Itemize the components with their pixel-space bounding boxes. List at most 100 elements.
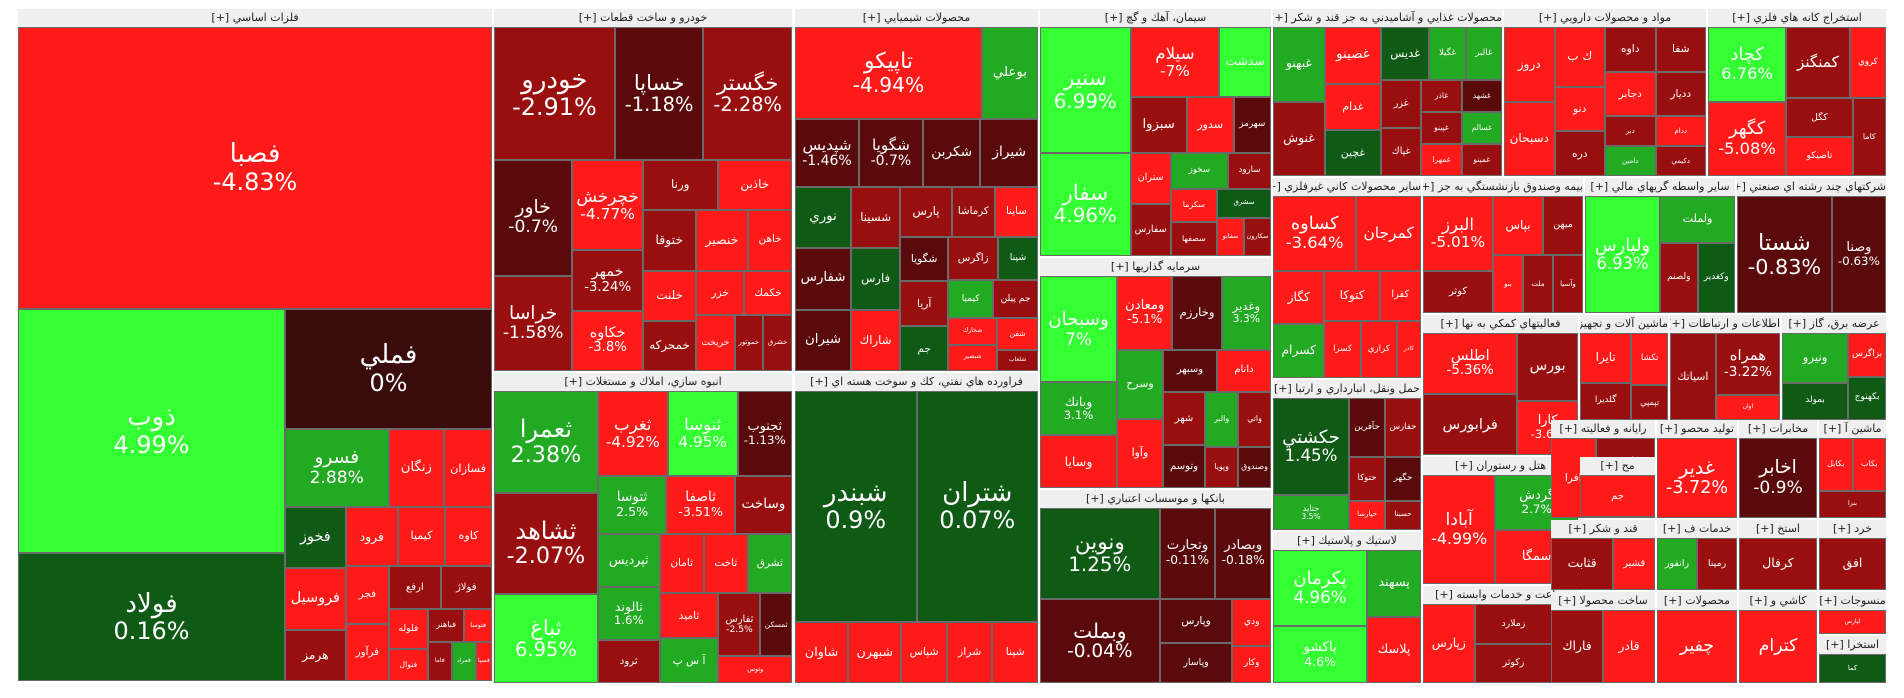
stock-tile[interactable]: رانفور xyxy=(1657,538,1697,590)
stock-tile[interactable]: سدور xyxy=(1186,97,1234,153)
stock-tile[interactable]: شسينا xyxy=(851,186,901,249)
stock-tile[interactable]: دره xyxy=(1554,131,1605,176)
stock-tile[interactable]: ملت xyxy=(1523,254,1553,313)
stock-tile[interactable]: شهر xyxy=(1162,391,1206,446)
stock-tile[interactable]: حگهر xyxy=(1385,456,1421,501)
sector-title[interactable]: توليد محصو [+] xyxy=(1657,420,1737,439)
stock-tile[interactable]: ددام xyxy=(1655,116,1706,147)
stock-tile[interactable]: حآفرين xyxy=(1349,398,1385,457)
stock-tile[interactable]: ساينا xyxy=(994,186,1038,237)
stock-tile[interactable]: فملي 0% xyxy=(285,308,492,429)
stock-tile[interactable]: ثامید xyxy=(659,593,719,639)
stock-tile[interactable]: شگويا xyxy=(900,236,949,282)
sector-title[interactable]: كاشي و [+] xyxy=(1739,592,1817,611)
stock-tile[interactable]: ونوين 1.25% xyxy=(1040,508,1160,599)
stock-tile[interactable]: غدیس xyxy=(1381,27,1430,81)
sector-title[interactable]: بانكها و موسسات اعتباري [+] xyxy=(1040,490,1271,509)
stock-tile[interactable]: بكاب xyxy=(1852,438,1886,492)
stock-tile[interactable]: كمنگنز xyxy=(1786,27,1850,99)
stock-tile[interactable]: ونيرو xyxy=(1782,333,1849,383)
stock-tile[interactable]: فاراك xyxy=(1551,610,1603,683)
stock-tile[interactable]: افق xyxy=(1819,538,1886,590)
stock-tile[interactable]: وصندوق xyxy=(1238,446,1271,488)
stock-tile[interactable]: دسبحان xyxy=(1504,101,1555,176)
stock-tile[interactable]: حفارس xyxy=(1385,398,1421,457)
stock-tile[interactable]: فخوز xyxy=(285,506,346,569)
stock-tile[interactable]: كسرام xyxy=(1273,324,1325,378)
stock-tile[interactable]: حپارسا xyxy=(1349,500,1385,530)
stock-tile[interactable]: ثامان xyxy=(659,533,704,594)
stock-tile[interactable]: ثفارس -2.5% xyxy=(718,593,761,657)
stock-tile[interactable]: كگاز xyxy=(1273,270,1325,325)
stock-tile[interactable]: كاوه xyxy=(444,506,492,567)
stock-tile[interactable]: غنوش xyxy=(1273,101,1325,176)
stock-tile[interactable]: بنرا xyxy=(1819,491,1886,518)
stock-tile[interactable]: غمهرا xyxy=(1421,144,1462,176)
stock-tile[interactable]: ثشرق xyxy=(747,533,792,594)
stock-tile[interactable]: دجابر xyxy=(1605,71,1656,117)
stock-tile[interactable]: شخارك xyxy=(948,318,998,345)
stock-tile[interactable]: ولپارس 6.93% xyxy=(1585,196,1660,313)
stock-tile[interactable]: غمينو xyxy=(1461,144,1502,176)
stock-tile[interactable]: وپاسار xyxy=(1159,643,1233,683)
stock-tile[interactable]: ثتوسا 2.5% xyxy=(597,475,667,534)
stock-tile[interactable]: كگل xyxy=(1786,98,1853,138)
stock-tile[interactable]: كساوه -3.64% xyxy=(1273,196,1357,271)
stock-tile[interactable]: هرمز xyxy=(285,629,346,681)
stock-tile[interactable]: سيلام -7% xyxy=(1130,27,1220,98)
stock-tile[interactable]: ثاخت xyxy=(703,533,748,594)
stock-tile[interactable]: واتي xyxy=(1238,391,1271,447)
stock-tile[interactable]: فاما xyxy=(427,642,452,681)
stock-tile[interactable]: شستا -0.83% xyxy=(1737,196,1832,313)
sector-title[interactable]: فراورده هاي نفتي، كك و سوخت هسته اي [+] xyxy=(795,373,1038,392)
stock-tile[interactable]: سارود xyxy=(1228,152,1271,189)
stock-tile[interactable]: شپديس -1.46% xyxy=(795,119,859,187)
stock-tile[interactable]: خمحركه xyxy=(643,320,697,371)
stock-tile[interactable]: غشهد xyxy=(1461,80,1502,113)
stock-tile[interactable]: زنگان xyxy=(388,428,445,507)
stock-tile[interactable]: ختوقا xyxy=(643,209,696,271)
stock-tile[interactable]: خنصير xyxy=(695,209,749,271)
stock-tile[interactable]: ورنا xyxy=(643,159,718,210)
sector-title[interactable]: حمل ونقل، انبارداري و ارتبا [+] xyxy=(1273,380,1421,399)
stock-tile[interactable]: خزر xyxy=(696,270,745,316)
stock-tile[interactable]: تاپيكو -4.94% xyxy=(795,27,982,120)
stock-tile[interactable]: كوثر xyxy=(1423,271,1493,313)
stock-tile[interactable]: شلعاب xyxy=(997,349,1038,371)
stock-tile[interactable]: سفانو xyxy=(1216,217,1244,256)
stock-tile[interactable]: حتايد 3.5% xyxy=(1273,495,1349,530)
stock-tile[interactable]: شيران xyxy=(795,309,852,371)
stock-tile[interactable]: ودي xyxy=(1232,598,1271,646)
sector-title[interactable]: استخرا [+] xyxy=(1819,636,1886,655)
sector-title[interactable]: قند و شكر [+] xyxy=(1551,520,1655,539)
stock-tile[interactable]: اسياتك xyxy=(1670,333,1716,420)
stock-tile[interactable]: وبانك 3.1% xyxy=(1040,382,1117,435)
stock-tile[interactable]: والبر xyxy=(1205,391,1239,447)
stock-tile[interactable]: كيميا xyxy=(948,279,994,319)
stock-tile[interactable]: ولصنم xyxy=(1660,242,1698,313)
stock-tile[interactable]: خگستر -2.28% xyxy=(703,27,792,160)
stock-tile[interactable]: سخوز xyxy=(1170,152,1228,189)
stock-tile[interactable]: وآسيا xyxy=(1553,254,1583,313)
stock-tile[interactable]: حتوكا xyxy=(1349,456,1385,501)
stock-tile[interactable]: گلديرا xyxy=(1580,382,1632,420)
sector-title[interactable]: استخراج كانه هاي فلزي [+] xyxy=(1708,9,1886,28)
stock-tile[interactable]: حسينا xyxy=(1385,500,1421,530)
stock-tile[interactable]: آريا xyxy=(900,281,949,327)
stock-tile[interactable]: فروسيل xyxy=(285,568,346,630)
stock-tile[interactable]: دنو xyxy=(1554,86,1605,132)
stock-tile[interactable]: غبهنو xyxy=(1273,27,1325,102)
stock-tile[interactable]: فرود xyxy=(345,506,398,567)
stock-tile[interactable]: ثنوسا 4.95% xyxy=(667,391,738,476)
stock-tile[interactable]: وكار xyxy=(1232,645,1271,683)
stock-tile[interactable]: ثشاهد -2.07% xyxy=(494,492,598,595)
sector-title[interactable]: انبوه سازي، املاك و مستغلات [+] xyxy=(494,373,792,392)
stock-tile[interactable]: قثابت xyxy=(1551,538,1614,590)
stock-tile[interactable]: اطلس -5.36% xyxy=(1423,333,1518,394)
stock-tile[interactable]: خساپا -1.18% xyxy=(614,27,704,160)
stock-tile[interactable]: فولاژ xyxy=(440,566,492,609)
stock-tile[interactable]: فلوله xyxy=(389,608,428,649)
stock-tile[interactable]: وساخت xyxy=(734,475,792,534)
stock-tile[interactable]: سفار 4.96% xyxy=(1040,152,1131,256)
stock-tile[interactable]: خكمك xyxy=(744,270,792,316)
